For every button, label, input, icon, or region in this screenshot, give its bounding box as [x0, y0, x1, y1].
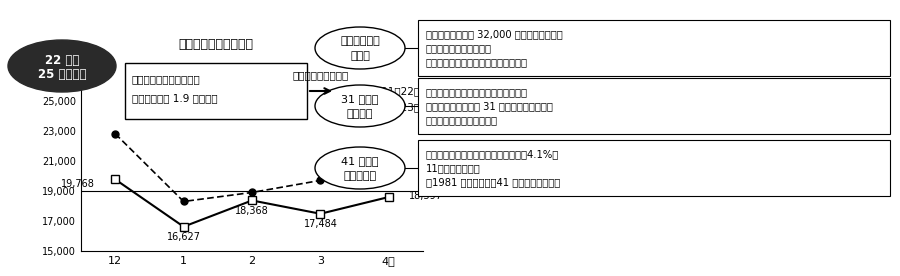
Text: ・５ヶ月連続２万戸割れ: ・５ヶ月連続２万戸割れ [132, 74, 201, 84]
Text: 41 年ぶり: 41 年ぶり [341, 156, 379, 166]
Text: バブル期以来: バブル期以来 [340, 36, 380, 46]
Text: 25 万戸割れ: 25 万戸割れ [38, 68, 86, 81]
Text: ブル期以来の高値更新中: ブル期以来の高値更新中 [426, 43, 492, 53]
Text: 31 年ぶり: 31 年ぶり [341, 94, 379, 104]
Ellipse shape [8, 40, 116, 92]
Ellipse shape [315, 147, 405, 189]
Text: ・賃上げ率は４％弱の高水準まで上昇: ・賃上げ率は４％弱の高水準まで上昇 [426, 87, 528, 97]
Text: ・日経新聞調査では 31 年ぶりの賃上げ率で: ・日経新聞調査では 31 年ぶりの賃上げ率で [426, 101, 553, 111]
Text: 賃上げ率: 賃上げ率 [346, 109, 374, 119]
Text: ・1981 年９月以来、41 年７ヶ月ぶり水準: ・1981 年９月以来、41 年７ヶ月ぶり水準 [426, 177, 560, 187]
Text: ・企業業績堅調、日本の景気上向く？: ・企業業績堅調、日本の景気上向く？ [426, 57, 528, 67]
Ellipse shape [315, 27, 405, 69]
FancyBboxPatch shape [418, 78, 890, 134]
FancyBboxPatch shape [125, 63, 307, 119]
Text: ・生鮮とエネルギー除く物価上昇率は4.1%、: ・生鮮とエネルギー除く物価上昇率は4.1%、 [426, 149, 559, 159]
Ellipse shape [315, 85, 405, 127]
Text: 22 年度: 22 年度 [45, 54, 79, 67]
Text: 16,627: 16,627 [166, 232, 201, 242]
Text: 18,597: 18,597 [410, 190, 444, 200]
Text: 株高値: 株高値 [350, 51, 370, 61]
Text: 持続的な上昇が求められる: 持続的な上昇が求められる [426, 115, 498, 125]
FancyBboxPatch shape [418, 20, 890, 76]
Text: ・４ヶ月連続 1.9 万戸割れ: ・４ヶ月連続 1.9 万戸割れ [132, 93, 218, 103]
FancyBboxPatch shape [418, 140, 890, 196]
Text: ・日経平均株価は 32,000 円超えを維持、バ: ・日経平均株価は 32,000 円超えを維持、バ [426, 29, 562, 39]
Text: 17,484: 17,484 [303, 219, 338, 229]
Text: 19,768: 19,768 [61, 179, 94, 189]
Text: 18,368: 18,368 [235, 206, 269, 216]
Legend: 2021～22年, 2022～23年: 2021～22年, 2022～23年 [329, 83, 425, 116]
Text: 【月次持家着工戸数】: 【月次持家着工戸数】 [178, 38, 254, 51]
Text: 物価上昇率: 物価上昇率 [344, 171, 376, 181]
Text: 11ヶ月連続の上昇: 11ヶ月連続の上昇 [426, 163, 481, 173]
Text: 持家回復の条件は？: 持家回復の条件は？ [292, 70, 349, 80]
